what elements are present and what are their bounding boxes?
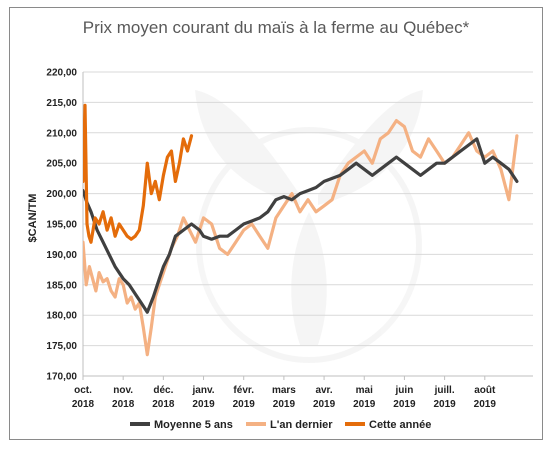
y-tick-label: 190,00 xyxy=(46,250,77,261)
y-axis-label: $CAN/TM xyxy=(27,194,39,243)
x-tick-label-year: 2019 xyxy=(273,399,296,410)
x-tick-label-month: mars xyxy=(272,385,296,396)
x-tick-label-year: 2019 xyxy=(233,399,256,410)
y-tick-label: 175,00 xyxy=(46,341,77,352)
y-tick-label: 215,00 xyxy=(46,98,77,109)
y-tick-label: 185,00 xyxy=(46,280,77,291)
x-tick-label-year: 2019 xyxy=(192,399,215,410)
x-tick-label-month: déc. xyxy=(153,385,173,396)
x-tick-label-year: 2019 xyxy=(474,399,497,410)
chart-title: Prix moyen courant du maïs à la ferme au… xyxy=(83,18,470,37)
x-tick-label-year: 2019 xyxy=(313,399,336,410)
x-tick-label-month: mai xyxy=(356,385,373,396)
series-line-0 xyxy=(83,137,519,314)
x-tick-label-month: nov. xyxy=(113,385,133,396)
legend-label: Cette année xyxy=(369,419,431,431)
x-tick-label-year: 2019 xyxy=(393,399,416,410)
x-tick-label-year: 2019 xyxy=(433,399,456,410)
series-line-2 xyxy=(83,103,194,244)
y-tick-label: 195,00 xyxy=(46,220,77,231)
x-tick-label-year: 2018 xyxy=(112,399,135,410)
x-tick-label-month: oct. xyxy=(74,385,92,396)
y-tick-label: 220,00 xyxy=(46,68,77,79)
x-tick-label-year: 2018 xyxy=(152,399,175,410)
x-tick-label-month: avr. xyxy=(315,385,332,396)
legend-label: Moyenne 5 ans xyxy=(154,419,233,431)
x-tick-label-year: 2019 xyxy=(353,399,376,410)
x-tick-label-month: juin xyxy=(395,385,414,396)
x-tick-label-month: févr. xyxy=(233,385,254,396)
y-tick-label: 180,00 xyxy=(46,311,77,322)
series-line-1 xyxy=(83,118,519,357)
x-tick-label-year: 2018 xyxy=(72,399,95,410)
watermark-logo xyxy=(195,90,423,363)
y-tick-label: 200,00 xyxy=(46,189,77,200)
x-tick-label-month: juill. xyxy=(434,385,455,396)
legend-label: L'an dernier xyxy=(270,419,333,431)
y-tick-label: 170,00 xyxy=(46,372,77,383)
y-tick-label: 205,00 xyxy=(46,159,77,170)
x-tick-label-month: août xyxy=(474,385,496,396)
y-tick-label: 210,00 xyxy=(46,128,77,139)
x-tick-label-month: janv. xyxy=(192,385,215,396)
